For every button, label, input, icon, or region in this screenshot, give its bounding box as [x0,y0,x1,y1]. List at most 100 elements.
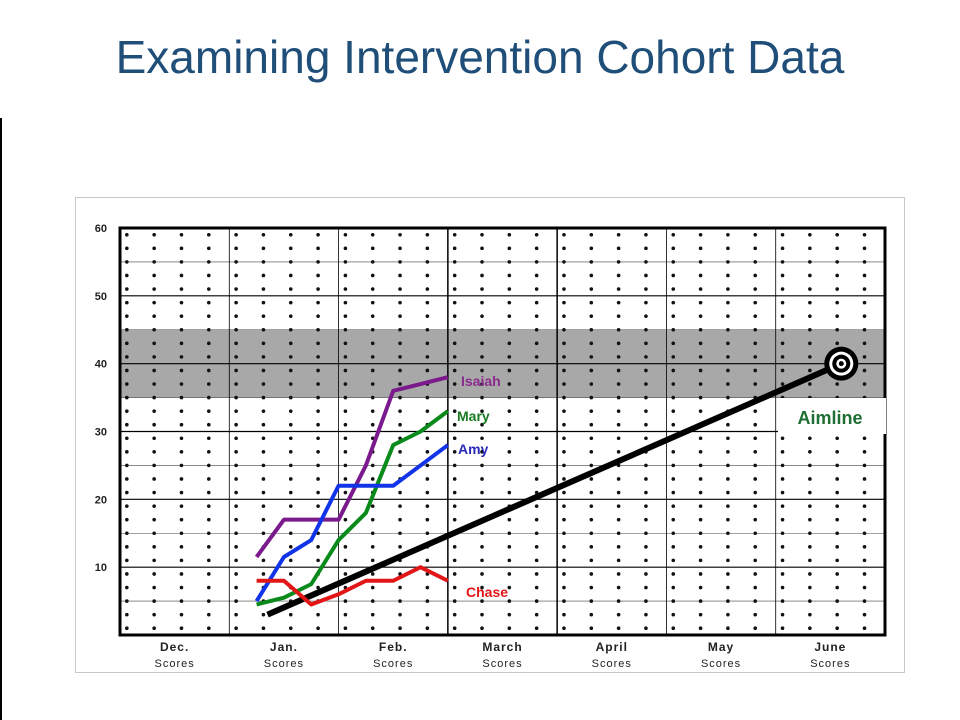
grid-dot [698,382,703,386]
grid-dot [562,314,566,318]
grid-dot [616,395,621,400]
x-tick-label: March [482,640,522,654]
grid-dot [370,572,375,576]
grid-dot [179,626,184,631]
grid-dot [206,545,211,549]
grid-dot [152,355,156,359]
grid-dot [726,626,730,631]
grid-dot [780,572,785,576]
grid-dot [780,341,785,346]
grid-dot [152,558,156,563]
grid-dot [398,545,402,549]
grid-dot [398,232,402,237]
grid-dot [152,490,156,495]
grid-dot [862,490,867,495]
grid-dot [480,612,484,617]
grid-dot [589,287,594,291]
grid-dot [425,314,430,318]
grid-dot [726,260,730,264]
grid-dot [125,531,129,536]
grid-dot [261,260,266,264]
grid-dot [370,246,375,251]
grid-dot [616,273,621,278]
grid-dot [780,368,785,373]
grid-dot [261,273,266,278]
grid-dot [152,422,156,427]
grid-dot [562,436,566,441]
grid-dot [534,517,539,522]
grid-dot [753,382,758,386]
grid-dot [507,300,512,305]
grid-dot [316,450,320,454]
grid-dot [726,246,730,251]
grid-dot [698,450,703,454]
grid-dot [534,531,539,536]
grid-dot [316,314,320,318]
grid-dot [780,477,785,481]
grid-dot [726,545,730,549]
grid-dot [753,558,758,563]
grid-dot [370,300,375,305]
grid-dot [616,422,621,427]
grid-dot [480,572,484,576]
grid-dot [480,490,484,495]
grid-dot [125,585,129,590]
grid-dot [370,545,375,549]
grid-dot [753,477,758,481]
grid-dot [398,368,402,373]
grid-dot [206,368,211,373]
grid-dot [507,612,512,617]
grid-dot [507,382,512,386]
grid-dot [425,368,430,373]
grid-dot [589,246,594,251]
grid-dot [562,273,566,278]
grid-dot [507,558,512,563]
grid-dot [452,572,457,576]
grid-dot [152,341,156,346]
grid-dot [370,395,375,400]
grid-dot [206,422,211,427]
grid-dot [726,517,730,522]
grid-dot [534,612,539,617]
grid-dot [452,504,457,508]
grid-dot [343,490,348,495]
grid-dot [835,545,839,549]
grid-dot [808,558,812,563]
grid-dot [644,314,648,318]
x-tick-label: June [814,640,846,654]
grid-dot [452,585,457,590]
grid-dot [425,232,430,237]
left-rule [0,118,2,720]
grid-dot [698,531,703,536]
grid-dot [671,246,676,251]
grid-dot [753,504,758,508]
grid-dot [152,450,156,454]
grid-dot [425,477,430,481]
grid-dot [616,626,621,631]
grid-dot [862,246,867,251]
grid-dot [206,477,211,481]
grid-dot [452,382,457,386]
grid-dot [452,612,457,617]
grid-dot [698,409,703,413]
grid-dot [507,355,512,359]
grid-dot [862,368,867,373]
grid-dot [616,599,621,603]
grid-dot [644,368,648,373]
grid-dot [862,287,867,291]
grid-dot [616,612,621,617]
grid-dot [671,477,676,481]
grid-dot [206,232,211,237]
x-tick-sublabel: Scores [701,658,741,670]
grid-dot [452,558,457,563]
grid-dot [808,504,812,508]
grid-dot [452,436,457,441]
grid-dot [644,517,648,522]
grid-dot [179,436,184,441]
x-tick-sublabel: Scores [482,658,522,670]
grid-dot [862,558,867,563]
grid-dot [753,300,758,305]
grid-dot [343,477,348,481]
grid-dot [179,490,184,495]
x-tick-label: Jan. [270,640,298,654]
